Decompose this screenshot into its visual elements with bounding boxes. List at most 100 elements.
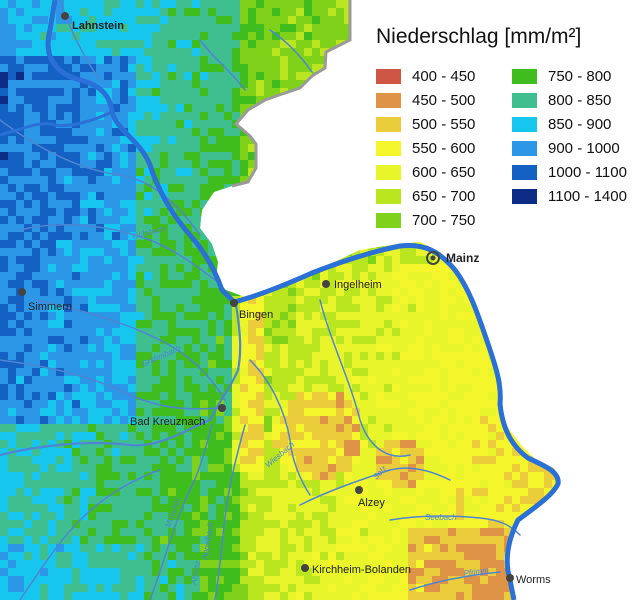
raster-cell — [184, 272, 193, 281]
raster-cell — [328, 0, 337, 9]
raster-cell — [0, 464, 9, 473]
raster-cell — [8, 144, 17, 153]
raster-cell — [144, 488, 153, 497]
raster-cell — [120, 408, 129, 417]
raster-cell — [24, 16, 33, 25]
raster-cell — [216, 88, 225, 97]
raster-cell — [312, 488, 321, 497]
raster-cell — [400, 448, 409, 457]
raster-cell — [376, 368, 385, 377]
raster-cell — [184, 184, 193, 193]
raster-cell — [376, 328, 385, 337]
raster-cell — [128, 176, 137, 185]
raster-cell — [168, 248, 177, 257]
raster-cell — [160, 400, 169, 409]
raster-cell — [0, 344, 9, 353]
raster-cell — [144, 80, 153, 89]
raster-cell — [112, 288, 121, 297]
raster-cell — [72, 24, 81, 33]
raster-cell — [128, 432, 137, 441]
raster-cell — [392, 384, 401, 393]
raster-cell — [368, 464, 377, 473]
raster-cell — [384, 256, 393, 265]
raster-cell — [272, 288, 281, 297]
raster-cell — [384, 312, 393, 321]
raster-cell — [264, 40, 273, 49]
raster-cell — [184, 384, 193, 393]
raster-cell — [72, 64, 81, 73]
raster-cell — [264, 416, 273, 425]
raster-cell — [64, 344, 73, 353]
raster-cell — [128, 280, 137, 289]
raster-cell — [216, 168, 225, 177]
raster-cell — [88, 328, 97, 337]
raster-cell — [168, 288, 177, 297]
raster-cell — [496, 416, 505, 425]
raster-cell — [40, 64, 49, 73]
raster-cell — [0, 376, 9, 385]
raster-cell — [440, 320, 449, 329]
raster-cell — [32, 8, 41, 17]
raster-cell — [48, 296, 57, 305]
raster-cell — [152, 304, 161, 313]
raster-cell — [24, 0, 33, 9]
raster-cell — [80, 112, 89, 121]
raster-cell — [200, 104, 209, 113]
raster-cell — [0, 264, 9, 273]
raster-cell — [160, 0, 169, 9]
raster-cell — [392, 328, 401, 337]
raster-cell — [16, 280, 25, 289]
raster-cell — [72, 224, 81, 233]
raster-cell — [144, 416, 153, 425]
raster-cell — [112, 16, 121, 25]
raster-cell — [216, 104, 225, 113]
raster-cell — [80, 208, 89, 217]
raster-cell — [232, 320, 241, 329]
raster-cell — [16, 80, 25, 89]
raster-cell — [96, 16, 105, 25]
raster-cell — [344, 432, 353, 441]
raster-cell — [136, 96, 145, 105]
raster-cell — [472, 344, 481, 353]
raster-cell — [352, 440, 361, 449]
raster-cell — [312, 56, 321, 65]
raster-cell — [392, 400, 401, 409]
raster-cell — [344, 384, 353, 393]
raster-cell — [56, 176, 65, 185]
raster-cell — [176, 296, 185, 305]
raster-cell — [400, 408, 409, 417]
raster-cell — [440, 272, 449, 281]
raster-cell — [416, 272, 425, 281]
raster-cell — [128, 480, 137, 489]
raster-cell — [424, 408, 433, 417]
raster-cell — [272, 24, 281, 33]
raster-cell — [208, 320, 217, 329]
raster-cell — [272, 8, 281, 17]
raster-cell — [352, 472, 361, 481]
raster-cell — [56, 8, 65, 17]
raster-cell — [168, 96, 177, 105]
raster-cell — [344, 296, 353, 305]
raster-cell — [232, 40, 241, 49]
raster-cell — [352, 360, 361, 369]
raster-cell — [80, 176, 89, 185]
raster-cell — [264, 408, 273, 417]
raster-cell — [56, 88, 65, 97]
raster-cell — [456, 304, 465, 313]
raster-cell — [200, 376, 209, 385]
raster-cell — [136, 368, 145, 377]
raster-cell — [416, 328, 425, 337]
raster-cell — [432, 352, 441, 361]
raster-cell — [408, 280, 417, 289]
raster-cell — [264, 440, 273, 449]
raster-cell — [448, 464, 457, 473]
raster-cell — [224, 0, 233, 9]
raster-cell — [136, 424, 145, 433]
raster-cell — [480, 408, 489, 417]
raster-cell — [120, 344, 129, 353]
raster-cell — [96, 296, 105, 305]
raster-cell — [152, 184, 161, 193]
raster-cell — [424, 432, 433, 441]
raster-cell — [512, 480, 521, 489]
